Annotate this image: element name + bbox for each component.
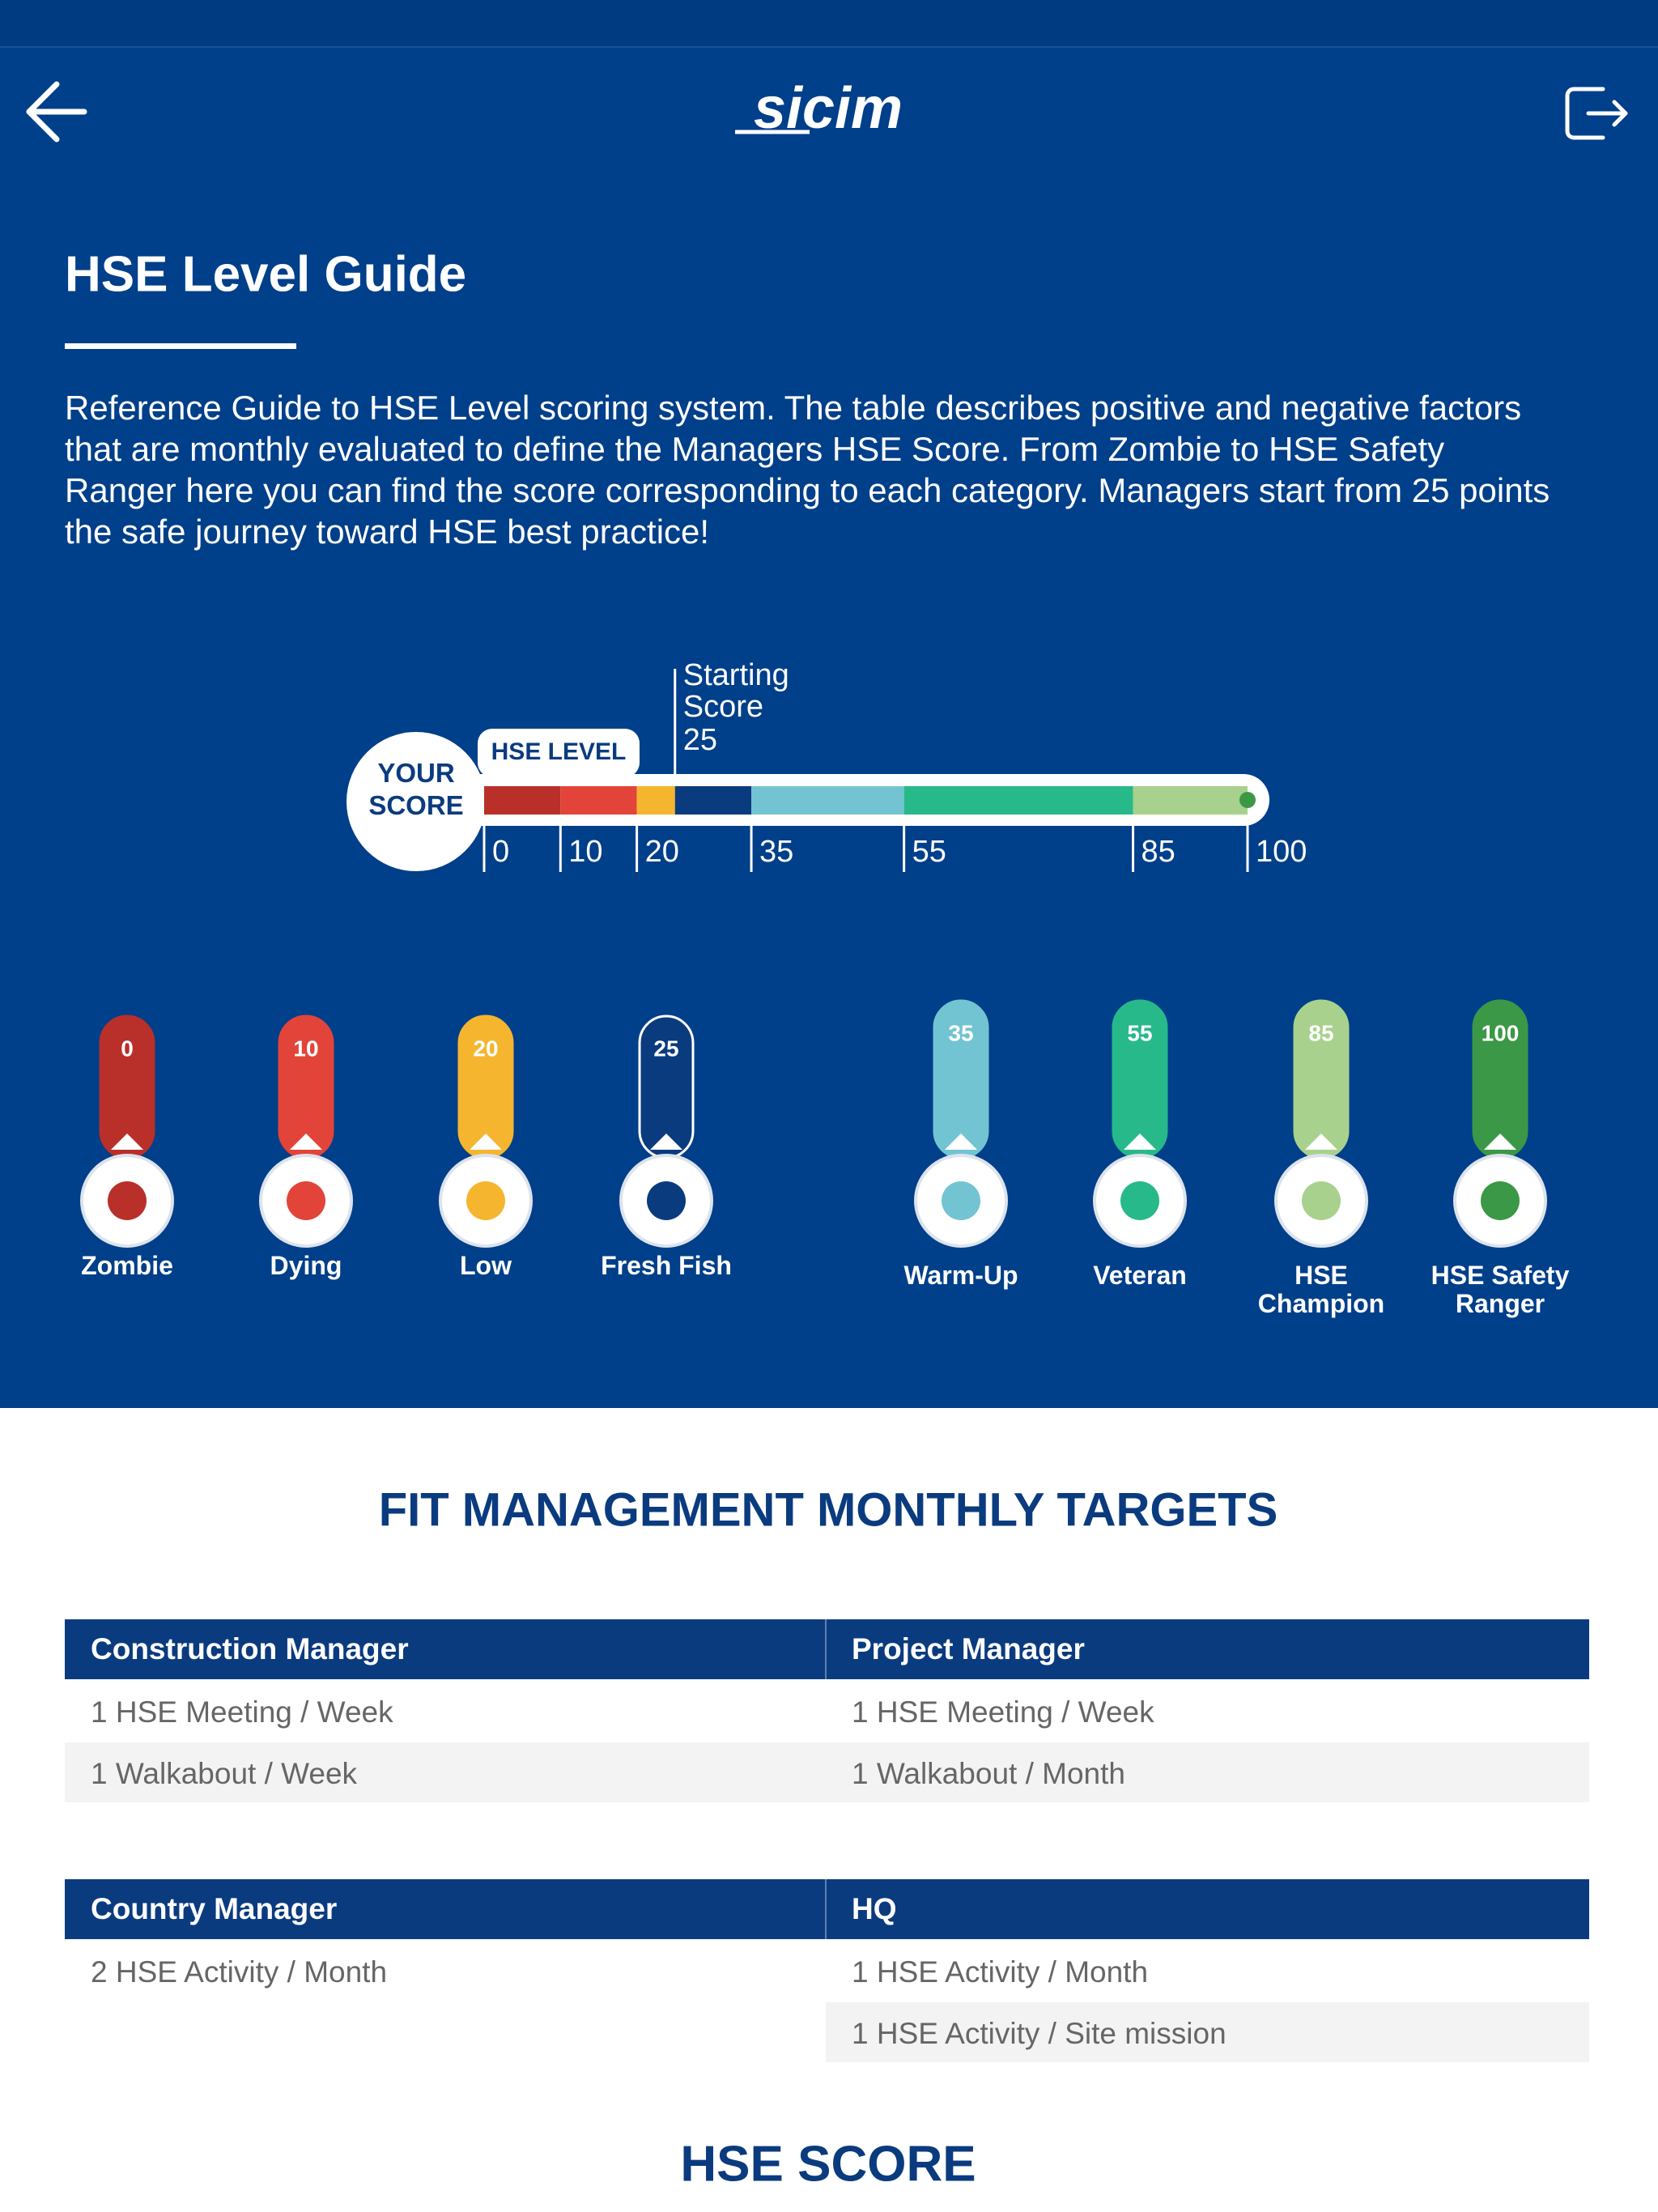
title-underline — [65, 343, 296, 349]
status-bar — [0, 0, 1658, 47]
level-pointer — [1305, 1134, 1337, 1150]
level-pointer — [470, 1134, 502, 1150]
level-score: 10 — [293, 1036, 318, 1061]
hse-level-label: HSE LEVEL — [491, 738, 627, 765]
page-title: HSE Level Guide — [65, 246, 466, 302]
gauge-segment — [636, 786, 675, 815]
level-name: HSE Champion — [1257, 1261, 1385, 1318]
level-name: HSE Safety Ranger — [1431, 1261, 1570, 1318]
table-cell: 1 HSE Activity / Site mission — [852, 2017, 1226, 2050]
column-header: Country Manager — [91, 1892, 338, 1925]
level-icon — [108, 1181, 147, 1220]
level-score: 85 — [1308, 1020, 1333, 1045]
row-stripe — [826, 1742, 1589, 1802]
level-pointer — [650, 1134, 682, 1150]
gauge-segment — [560, 786, 637, 815]
tick-label: 10 — [568, 835, 602, 869]
table-header — [65, 1879, 1589, 1939]
table-cell: 1 HSE Activity / Month — [852, 1955, 1149, 1989]
start-label: Starting Score — [682, 658, 789, 724]
column-header: Construction Manager — [91, 1632, 409, 1665]
level-score: 20 — [473, 1036, 498, 1061]
hero-background — [0, 0, 1658, 1408]
your-score-label: YOUR SCORE — [368, 758, 464, 820]
level-icon — [647, 1181, 686, 1220]
tick-label: 0 — [492, 835, 509, 869]
logout-button[interactable] — [1565, 87, 1628, 140]
level-name: Warm-Up — [903, 1261, 1018, 1290]
level-icon — [287, 1181, 325, 1220]
level-score: 0 — [121, 1036, 134, 1061]
level-pointer — [290, 1134, 322, 1150]
level-icon — [1302, 1181, 1341, 1220]
tick-label: 85 — [1141, 835, 1175, 869]
column-header: Project Manager — [852, 1632, 1085, 1665]
level-pointer — [1484, 1134, 1516, 1150]
tick-label: 35 — [759, 835, 793, 869]
level-tab — [478, 729, 640, 777]
table-cell: 1 Walkabout / Month — [852, 1757, 1125, 1790]
level-name: Zombie — [81, 1251, 173, 1280]
table-cell: 1 HSE Meeting / Week — [91, 1695, 393, 1729]
tick-label: 100 — [1256, 835, 1307, 869]
gauge-segment — [1133, 786, 1248, 815]
back-button[interactable] — [26, 81, 87, 143]
level-score: 35 — [948, 1020, 973, 1045]
level-name: Veteran — [1093, 1261, 1187, 1290]
table-header — [65, 1619, 1589, 1679]
description: Reference Guide to HSE Level scoring sys… — [65, 389, 1550, 551]
column-header: HQ — [852, 1892, 897, 1925]
gauge-segment — [751, 786, 904, 815]
gauge-segment — [484, 786, 561, 815]
gauge-segment — [903, 786, 1133, 815]
level-score: 25 — [653, 1036, 678, 1061]
section-title: HSE SCORE — [680, 2136, 976, 2192]
table-cell: 1 HSE Meeting / Week — [852, 1695, 1154, 1729]
start-value: 25 — [682, 723, 718, 757]
level-icon — [942, 1181, 980, 1220]
section-title: FIT MANAGEMENT MONTHLY TARGETS — [379, 1483, 1278, 1536]
row-stripe — [65, 1742, 826, 1802]
level-pointer — [1124, 1134, 1156, 1150]
level-icon — [1481, 1181, 1520, 1220]
level-score: 100 — [1482, 1020, 1520, 1045]
table-cell: 1 Walkabout / Week — [91, 1757, 358, 1790]
row-stripe — [826, 2002, 1589, 2062]
level-icon — [1120, 1181, 1159, 1220]
level-name: Low — [460, 1251, 512, 1280]
level-pointer — [945, 1134, 977, 1150]
tick-label: 55 — [912, 835, 946, 869]
level-name: Fresh Fish — [601, 1251, 732, 1280]
tick-label: 20 — [645, 835, 679, 869]
score-badge — [346, 732, 486, 871]
gauge-segment — [674, 786, 752, 815]
level-pointer — [111, 1134, 143, 1150]
level-name: Dying — [270, 1251, 342, 1280]
table-cell: 2 HSE Activity / Month — [91, 1955, 388, 1989]
level-icon — [466, 1181, 505, 1220]
gauge-tip — [1239, 792, 1256, 808]
level-score: 55 — [1127, 1020, 1152, 1045]
